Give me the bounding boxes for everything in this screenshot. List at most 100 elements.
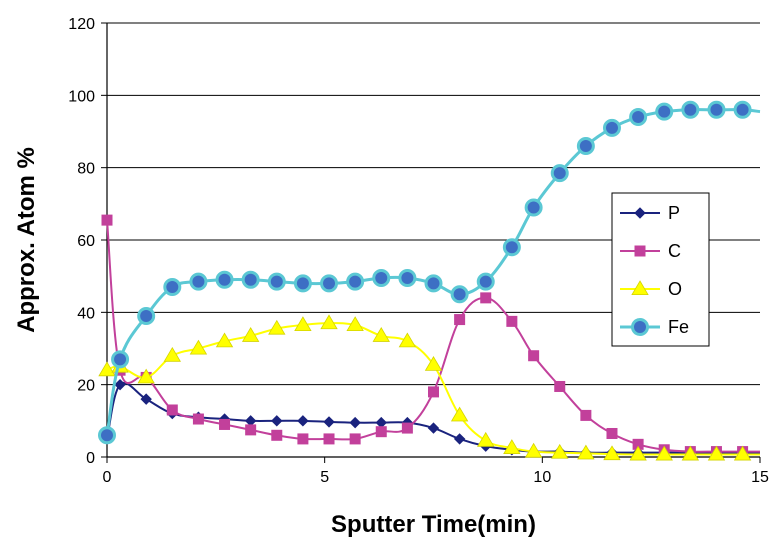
data-point [271, 429, 283, 441]
x-tick-label: 0 [103, 469, 112, 486]
data-point [192, 413, 204, 425]
x-tick-label: 15 [751, 469, 769, 486]
legend-label: C [668, 241, 681, 261]
data-point [528, 350, 540, 362]
data-point [297, 415, 309, 427]
data-point [241, 327, 260, 342]
legend-label: Fe [668, 317, 689, 337]
tick-labels: 0 20 40 60 80 100 120 0 5 10 15 [68, 16, 769, 486]
data-point [346, 316, 364, 331]
data-point [551, 443, 569, 459]
data-point [111, 350, 130, 369]
y-tick-label: 120 [68, 16, 95, 33]
data-point [268, 319, 286, 335]
data-point [219, 418, 231, 430]
legend-marker [631, 280, 649, 296]
data-point [215, 270, 234, 289]
data-point [450, 285, 469, 304]
data-point [524, 198, 543, 217]
legend-item-c: C [620, 241, 681, 261]
data-point [189, 272, 208, 291]
data-point [98, 361, 116, 377]
x-tick-label: 10 [533, 469, 551, 486]
data-point [372, 268, 391, 287]
data-point [503, 439, 521, 454]
data-point [629, 445, 647, 461]
y-tick-label: 100 [68, 88, 95, 105]
legend-label: O [668, 279, 682, 299]
data-point [655, 102, 674, 121]
data-point [293, 274, 312, 293]
data-point [137, 368, 155, 384]
data-point [297, 433, 309, 445]
data-point [375, 426, 387, 438]
data-point [480, 292, 492, 304]
legend-item-o: O [620, 279, 682, 299]
gridlines [107, 22, 760, 386]
legend-marker [631, 318, 649, 336]
data-point [655, 445, 673, 461]
data-point [427, 422, 440, 434]
series-fe [98, 100, 761, 445]
data-point [580, 409, 592, 421]
data-point [375, 416, 387, 429]
data-point [163, 346, 181, 362]
data-point [629, 108, 648, 127]
data-point [603, 445, 621, 461]
y-tick-label: 40 [77, 305, 95, 322]
data-point [550, 164, 569, 183]
data-point [101, 214, 113, 226]
data-point [707, 445, 726, 461]
y-axis-title: Approx. Atom % [13, 147, 40, 333]
data-point [401, 422, 413, 434]
data-point [577, 444, 595, 460]
data-point [267, 272, 286, 291]
data-point [681, 100, 700, 119]
data-point [424, 355, 443, 371]
axes [101, 22, 761, 463]
legend: PCO Fe [611, 192, 710, 347]
data-point [506, 315, 518, 327]
data-point [450, 406, 469, 422]
data-point [140, 393, 152, 405]
y-tick-label: 0 [86, 450, 95, 467]
data-point [398, 268, 417, 287]
legend-label: P [668, 203, 680, 223]
data-point [346, 272, 365, 291]
data-point [606, 427, 618, 439]
data-point [137, 306, 156, 325]
x-axis-title: Sputter Time(min) [331, 511, 536, 538]
y-tick-label: 80 [77, 161, 95, 178]
data-point [524, 442, 543, 458]
data-point [477, 431, 495, 447]
data-point [424, 274, 443, 293]
data-point [320, 274, 339, 293]
data-point [554, 380, 566, 392]
data-point [166, 404, 178, 416]
data-point [476, 272, 495, 291]
data-point [428, 386, 439, 398]
data-point [294, 316, 312, 331]
data-point [349, 433, 361, 445]
data-point [241, 270, 260, 289]
series-layer [98, 100, 761, 461]
y-tick-label: 20 [77, 378, 95, 395]
data-point [602, 118, 621, 137]
data-point [271, 415, 283, 427]
legend-marker [634, 207, 646, 219]
legend-item-fe: Fe [620, 317, 689, 337]
data-point [189, 339, 208, 355]
data-point [163, 278, 182, 297]
data-point [114, 378, 126, 391]
y-tick-label: 60 [77, 233, 95, 250]
data-point [454, 314, 466, 326]
series-o [98, 314, 760, 461]
data-point [372, 327, 390, 342]
legend-marker [634, 245, 646, 257]
data-point [733, 100, 752, 119]
data-point [323, 433, 335, 445]
x-tick-label: 5 [320, 469, 329, 486]
data-point [453, 433, 466, 445]
data-point [398, 332, 417, 348]
